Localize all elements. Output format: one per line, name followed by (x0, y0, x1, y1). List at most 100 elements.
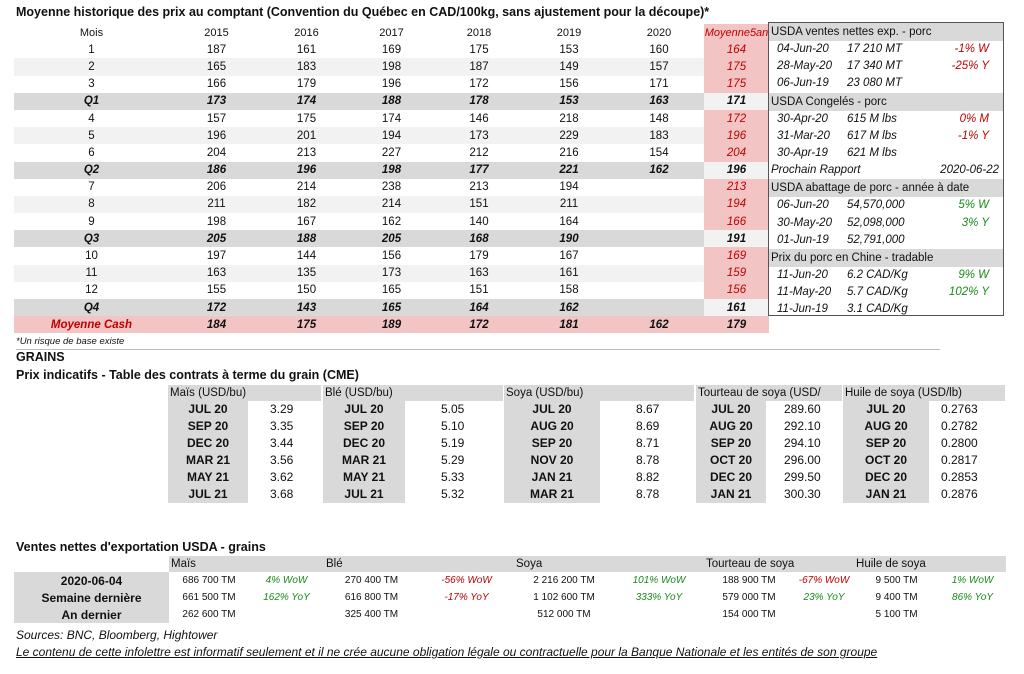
contract-price: 3.29 (270, 402, 294, 416)
price-cell: 146 (434, 109, 524, 128)
price-cell: 149 (524, 58, 614, 76)
price-cell: 213 (264, 144, 349, 162)
contract-row: AUG 20 0.2782 (843, 418, 1005, 435)
price-cell: 157 (614, 58, 704, 76)
export-change (614, 606, 704, 623)
price-cell: 184 (169, 316, 264, 334)
contract-price: 294.10 (784, 436, 821, 450)
contract-month: OCT 20 (843, 452, 929, 469)
price-cell: 160 (614, 41, 704, 59)
price-cell: 188 (264, 230, 349, 248)
panel-value: 5.7 CAD/Kg (847, 286, 908, 299)
grain-block: Huile de soya (USD/lb) JUL 20 0.2763 AUG 20… (843, 385, 1005, 503)
price-cell: 171 (614, 75, 704, 93)
price-cell: 161 (524, 264, 614, 282)
price-cell: 190 (524, 230, 614, 248)
contract-month: OCT 20 (696, 452, 766, 469)
price-cell: 211 (524, 195, 614, 214)
contract-row: JUL 20 289.60 (696, 401, 842, 418)
price-cell: 211 (169, 195, 264, 214)
panel-date: 01-Jun-19 (777, 233, 829, 246)
price-cell (614, 281, 704, 299)
price-cell: 175 (704, 75, 769, 93)
panel-row: 28-May-20 17 340 MT -25% Y (769, 58, 1003, 75)
panel-section-title: Prix du porc en Chine - tradable (769, 248, 1003, 267)
price-cell (614, 299, 704, 317)
row-label: 1 (14, 41, 169, 59)
price-cell: 194 (704, 195, 769, 214)
export-volume: 616 800 TM (344, 592, 399, 603)
contract-month: JUL 21 (168, 486, 248, 503)
price-cell: 198 (349, 161, 434, 179)
panel-change: -1% W (954, 43, 990, 55)
price-cell: 201 (264, 127, 349, 145)
commodity-header: Maïs (169, 556, 325, 572)
panel-row: 30-Apr-20 615 M lbs 0% M (769, 111, 1003, 128)
contract-row: JUL 20 0.2763 (843, 401, 1005, 418)
contract-row: AUG 20 8.69 (504, 418, 694, 435)
grain-block-title: Maïs (USD/bu) (168, 385, 321, 401)
contract-row: JUL 20 8.67 (504, 401, 694, 418)
price-cell: 166 (704, 213, 769, 231)
price-cell: 140 (434, 213, 524, 231)
commodity-header: Blé (324, 556, 515, 572)
export-change: 101% WoW (632, 575, 686, 586)
panel-change: 2020-06-22 (940, 164, 999, 177)
panel-value: 54,570,000 (847, 199, 905, 212)
cash-average-row: Moyenne Cash 184 175 189 172 181 162 179 (14, 316, 769, 334)
contract-row: MAR 21 3.56 (168, 452, 321, 469)
quarter-row: Q2 186 196 198 177 221 162 196 (14, 161, 769, 179)
grains-subtitle: Prix indicatifs - Table des contrats à t… (16, 368, 359, 382)
price-cell: 169 (349, 41, 434, 59)
export-volume: 579 000 TM (722, 592, 776, 603)
panel-row: 31-Mar-20 617 M lbs -1% Y (769, 128, 1003, 145)
price-cell: 173 (434, 127, 524, 145)
contract-row: MAR 21 8.78 (504, 486, 694, 503)
row-label: 3 (14, 75, 169, 93)
price-cell: 198 (349, 58, 434, 76)
panel-date: 11-Jun-20 (777, 268, 828, 281)
page-title: Moyenne historique des prix au comptant … (16, 5, 710, 19)
export-volume: 325 400 TM (344, 609, 399, 620)
contract-row: MAY 21 5.33 (323, 469, 503, 486)
price-cell: 188 (349, 92, 434, 110)
contract-month: JUL 20 (843, 401, 929, 418)
grain-block-title: Tourteau de soya (USD/ (696, 385, 842, 401)
usda-side-panel: USDA ventes nettes exp. - porc 04-Jun-20 1… (768, 22, 1004, 316)
contract-row: SEP 20 294.10 (696, 435, 842, 452)
month-row: 5 196 201 194 173 229 183 196 (14, 127, 769, 145)
exports-row-label: An dernier (14, 606, 169, 623)
price-cell: 156 (349, 247, 434, 265)
contract-month: DEC 20 (323, 435, 405, 452)
contract-row: JAN 21 8.82 (504, 469, 694, 486)
column-header: 2019 (556, 26, 582, 39)
contract-row: SEP 20 0.2800 (843, 435, 1005, 452)
contract-month: NOV 20 (504, 452, 600, 469)
month-row: 12 155 150 165 151 158 156 (14, 281, 769, 299)
price-cell: 164 (524, 213, 614, 231)
contract-price: 3.68 (270, 487, 294, 501)
quarter-row: Q4 172 143 165 164 162 161 (14, 299, 769, 317)
contract-row: JUL 20 5.05 (323, 401, 503, 418)
export-volume: 512 000 TM (537, 609, 591, 620)
contract-row: MAR 21 5.29 (323, 452, 503, 469)
basis-risk-note: *Un risque de base existe (16, 336, 125, 347)
contract-row: OCT 20 296.00 (696, 452, 842, 469)
export-change: 86% YoY (952, 592, 994, 603)
price-cell: 204 (704, 144, 769, 162)
export-volume: 270 400 TM (344, 575, 399, 586)
contract-month: MAR 21 (323, 452, 405, 469)
contract-price: 296.00 (784, 453, 821, 467)
contract-price: 300.30 (784, 487, 821, 501)
price-cell: 216 (524, 144, 614, 162)
price-cell: 206 (169, 178, 264, 196)
disclaimer: Le contenu de cette infolettre est infor… (16, 645, 878, 659)
export-change: 162% YoY (263, 592, 310, 603)
export-change (249, 606, 324, 623)
contract-row: DEC 20 5.19 (323, 435, 503, 452)
contract-price: 8.69 (636, 419, 660, 433)
grain-block-title: Soya (USD/bu) (504, 385, 694, 401)
contract-row: DEC 20 0.2853 (843, 469, 1005, 486)
price-cell: 162 (524, 299, 614, 317)
export-change: -56% WoW (441, 575, 492, 586)
